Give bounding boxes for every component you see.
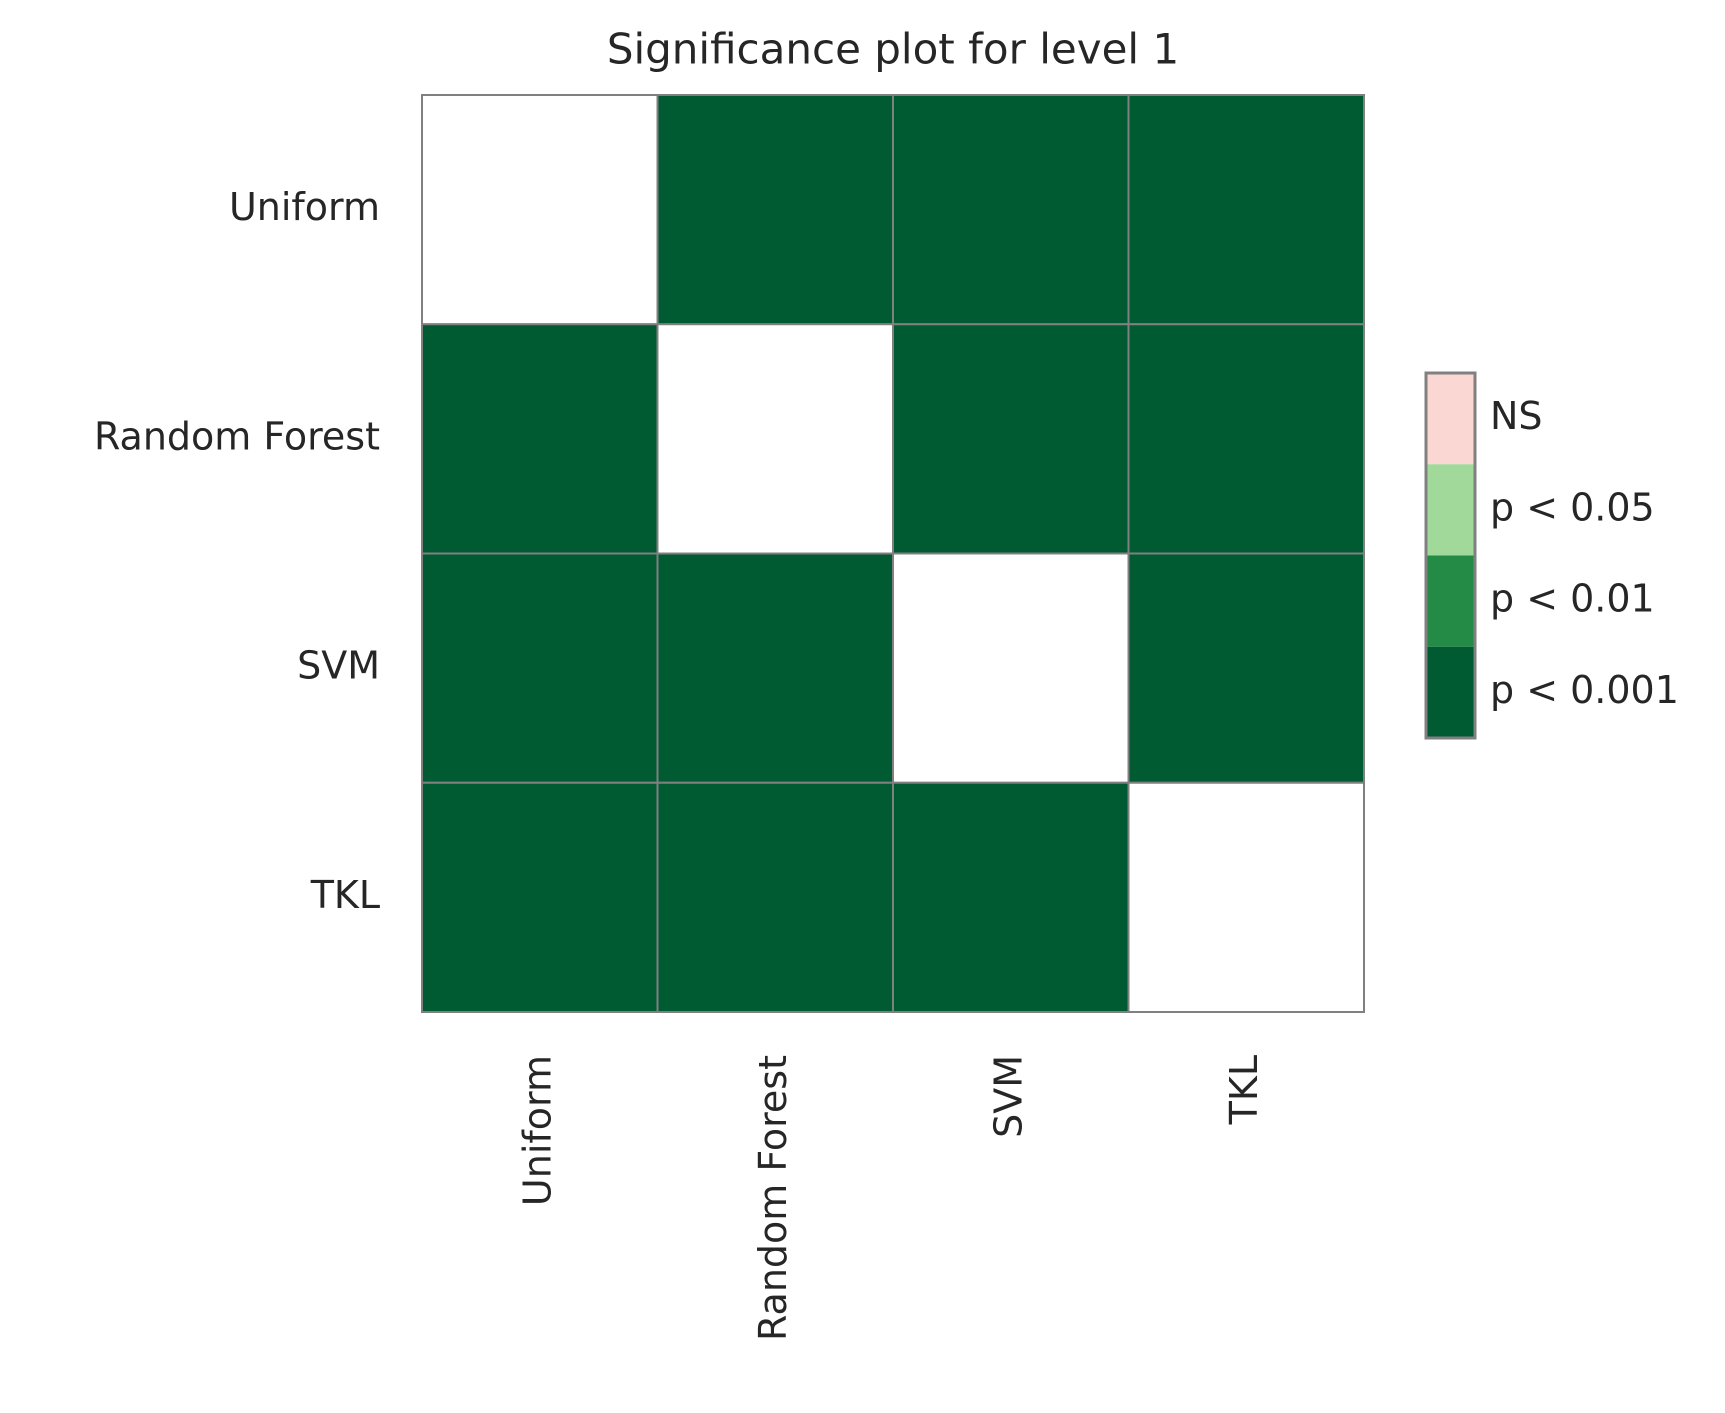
cell: [421, 552, 659, 784]
empty-cell: [421, 94, 659, 326]
cell: [892, 323, 1130, 555]
y-tick-label: TKL: [310, 873, 380, 917]
cell: [1127, 94, 1365, 326]
empty-cell: [892, 552, 1130, 784]
cell: [421, 323, 659, 555]
empty-cell: [656, 323, 894, 555]
legend-label: p < 0.05: [1490, 485, 1655, 529]
legend-frame: [1424, 371, 1477, 740]
x-tick-label: SVM: [986, 1055, 1030, 1138]
cell: [892, 781, 1130, 1013]
legend-label: p < 0.001: [1490, 668, 1679, 712]
cell: [1127, 552, 1365, 784]
legend-swatch: [1426, 373, 1475, 465]
x-tick-label: TKL: [1222, 1055, 1266, 1125]
cell: [1127, 323, 1365, 555]
chart-title: Significance plot for level 1: [607, 25, 1179, 74]
x-tick-label: Uniform: [515, 1055, 559, 1206]
legend-swatch: [1426, 555, 1475, 647]
cell: [656, 781, 894, 1013]
cell: [656, 552, 894, 784]
y-tick-label: Random Forest: [94, 414, 380, 458]
cell: [421, 781, 659, 1013]
legend-label: p < 0.01: [1490, 577, 1655, 621]
empty-cell: [1127, 781, 1365, 1013]
cell: [892, 94, 1130, 326]
y-tick-label: Uniform: [229, 185, 380, 229]
y-tick-label: SVM: [297, 644, 380, 688]
legend-swatch: [1426, 464, 1475, 556]
x-tick-label: Random Forest: [751, 1055, 795, 1341]
cell: [656, 94, 894, 326]
legend-label: NS: [1490, 394, 1543, 438]
legend-swatch: [1426, 646, 1475, 738]
